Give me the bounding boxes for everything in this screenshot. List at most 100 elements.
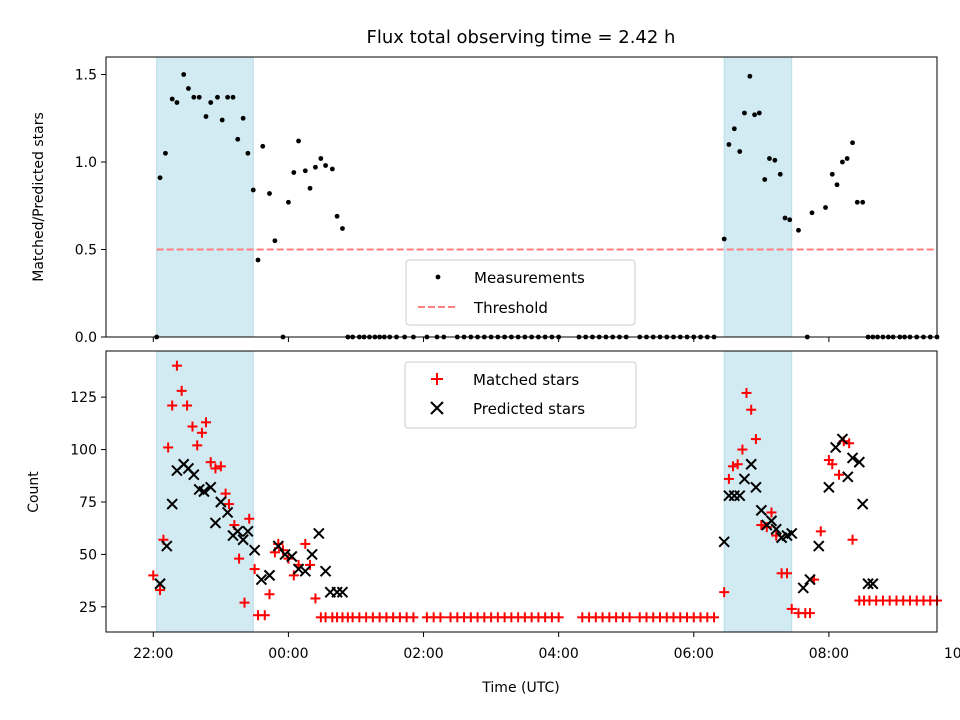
predicted-star-point	[272, 540, 284, 552]
predicted-star-point	[734, 489, 746, 502]
matched-star-point	[205, 457, 216, 468]
matched-star-point	[408, 612, 419, 623]
matched-star-point	[288, 570, 299, 581]
matched-star-point	[756, 520, 767, 531]
legend-matched-marker	[431, 373, 443, 385]
predicted-x-b	[765, 515, 778, 527]
y-tick-label: 125	[70, 390, 97, 406]
predicted-star-point	[313, 527, 325, 540]
predicted-star-point	[198, 485, 210, 498]
predicted-x-b	[823, 481, 835, 494]
predicted-star-point	[823, 481, 835, 494]
measurement-point	[260, 143, 266, 149]
predicted-star-point	[279, 548, 291, 561]
predicted-x-b	[836, 433, 849, 445]
matched-star-point	[719, 587, 730, 598]
predicted-star-point	[286, 550, 298, 563]
predicted-x-b	[734, 489, 746, 502]
top-legend: Measurements Threshold	[405, 259, 636, 326]
predicted-x-b	[853, 456, 866, 468]
predicted-star-point	[862, 578, 874, 590]
measurement-point	[796, 227, 801, 233]
matched-star-point	[746, 404, 757, 415]
predicted-star-point	[166, 498, 178, 510]
x-tick-label: 22:00	[133, 646, 173, 662]
measurement-point	[163, 150, 168, 156]
measurement-point	[230, 94, 236, 100]
matched-star-point	[804, 608, 815, 619]
matched-star-point	[766, 507, 777, 518]
matched-star-point	[182, 400, 193, 411]
measurement-point	[340, 226, 345, 231]
matched-star-point	[148, 570, 159, 581]
predicted-x-b	[750, 481, 762, 494]
predicted-x-b	[193, 483, 205, 496]
measurement-point	[823, 205, 828, 210]
predicted-x-b	[161, 540, 173, 552]
matched-star-point	[435, 612, 446, 623]
measurement-point	[174, 100, 180, 105]
predicted-star-point	[853, 456, 866, 468]
predicted-star-point	[804, 573, 816, 586]
predicted-star-point	[718, 536, 730, 548]
measurement-point	[777, 171, 783, 177]
predicted-x-b	[745, 458, 757, 470]
measurement-point	[235, 136, 241, 142]
predicted-star-point	[856, 498, 869, 510]
top-axes-frame	[105, 56, 938, 338]
measurement-point	[240, 115, 246, 121]
legend-threshold-label: Threshold	[473, 299, 548, 317]
bottom-axes-frame	[105, 350, 938, 633]
predicted-x-b	[786, 527, 798, 540]
bottom-legend-box	[404, 361, 637, 429]
predicted-star-point	[255, 573, 268, 586]
predicted-star-point	[813, 540, 825, 552]
x-tick-label: 06:00	[674, 646, 714, 662]
predicted-x-b	[319, 565, 332, 577]
measurement-point	[307, 185, 313, 191]
measurement-point	[219, 117, 225, 123]
y-tick-label: 1.5	[75, 68, 97, 84]
bottom-x-ticks: 22:00 00:00 02:00 04:00 06:00 08:00 10:00	[133, 632, 960, 662]
y-tick-label: 25	[79, 600, 97, 616]
matched-star-point	[176, 385, 187, 396]
x-tick-label: 00:00	[268, 646, 308, 662]
matched-star-point	[167, 400, 178, 411]
measurement-point	[191, 94, 197, 100]
measurement-point	[313, 164, 318, 170]
predicted-star-point	[221, 506, 234, 519]
matched-star-point	[239, 597, 250, 608]
predicted-star-point	[846, 452, 859, 464]
predicted-star-point	[750, 481, 762, 494]
predicted-star-point	[299, 565, 312, 577]
matched-star-point	[200, 417, 211, 428]
predicted-x-b	[286, 550, 298, 563]
matched-star-point	[187, 421, 198, 432]
predicted-x-b	[215, 496, 227, 508]
measurement-point	[860, 199, 866, 205]
measurement-point	[323, 163, 328, 168]
measurement-point	[296, 138, 301, 144]
matched-star-point	[847, 534, 858, 545]
measurement-point	[731, 126, 737, 132]
measurement-point	[291, 170, 297, 175]
matched-star-point	[163, 442, 174, 453]
top-panel: 0.0 0.5 1.0 1.5 Flux total observing time =…	[31, 27, 940, 346]
y-tick-label: 50	[79, 547, 97, 563]
matched-star-point	[300, 538, 311, 549]
predicted-x-b	[154, 578, 166, 590]
measurement-point	[250, 187, 256, 193]
predicted-star-point	[242, 525, 254, 538]
predicted-x-b	[263, 569, 276, 582]
matched-star-point	[210, 463, 221, 474]
legend-measurements-label: Measurements	[474, 269, 585, 287]
predicted-star-point	[770, 523, 782, 535]
matched-star-point	[155, 585, 166, 596]
predicted-star-point	[263, 569, 276, 582]
measurement-point	[302, 168, 308, 174]
measurement-point	[225, 94, 231, 100]
x-axis-label: Time (UTC)	[481, 680, 559, 696]
matched-star-point	[249, 564, 260, 575]
predicted-star-point	[248, 544, 261, 556]
measurement-point	[747, 73, 753, 79]
